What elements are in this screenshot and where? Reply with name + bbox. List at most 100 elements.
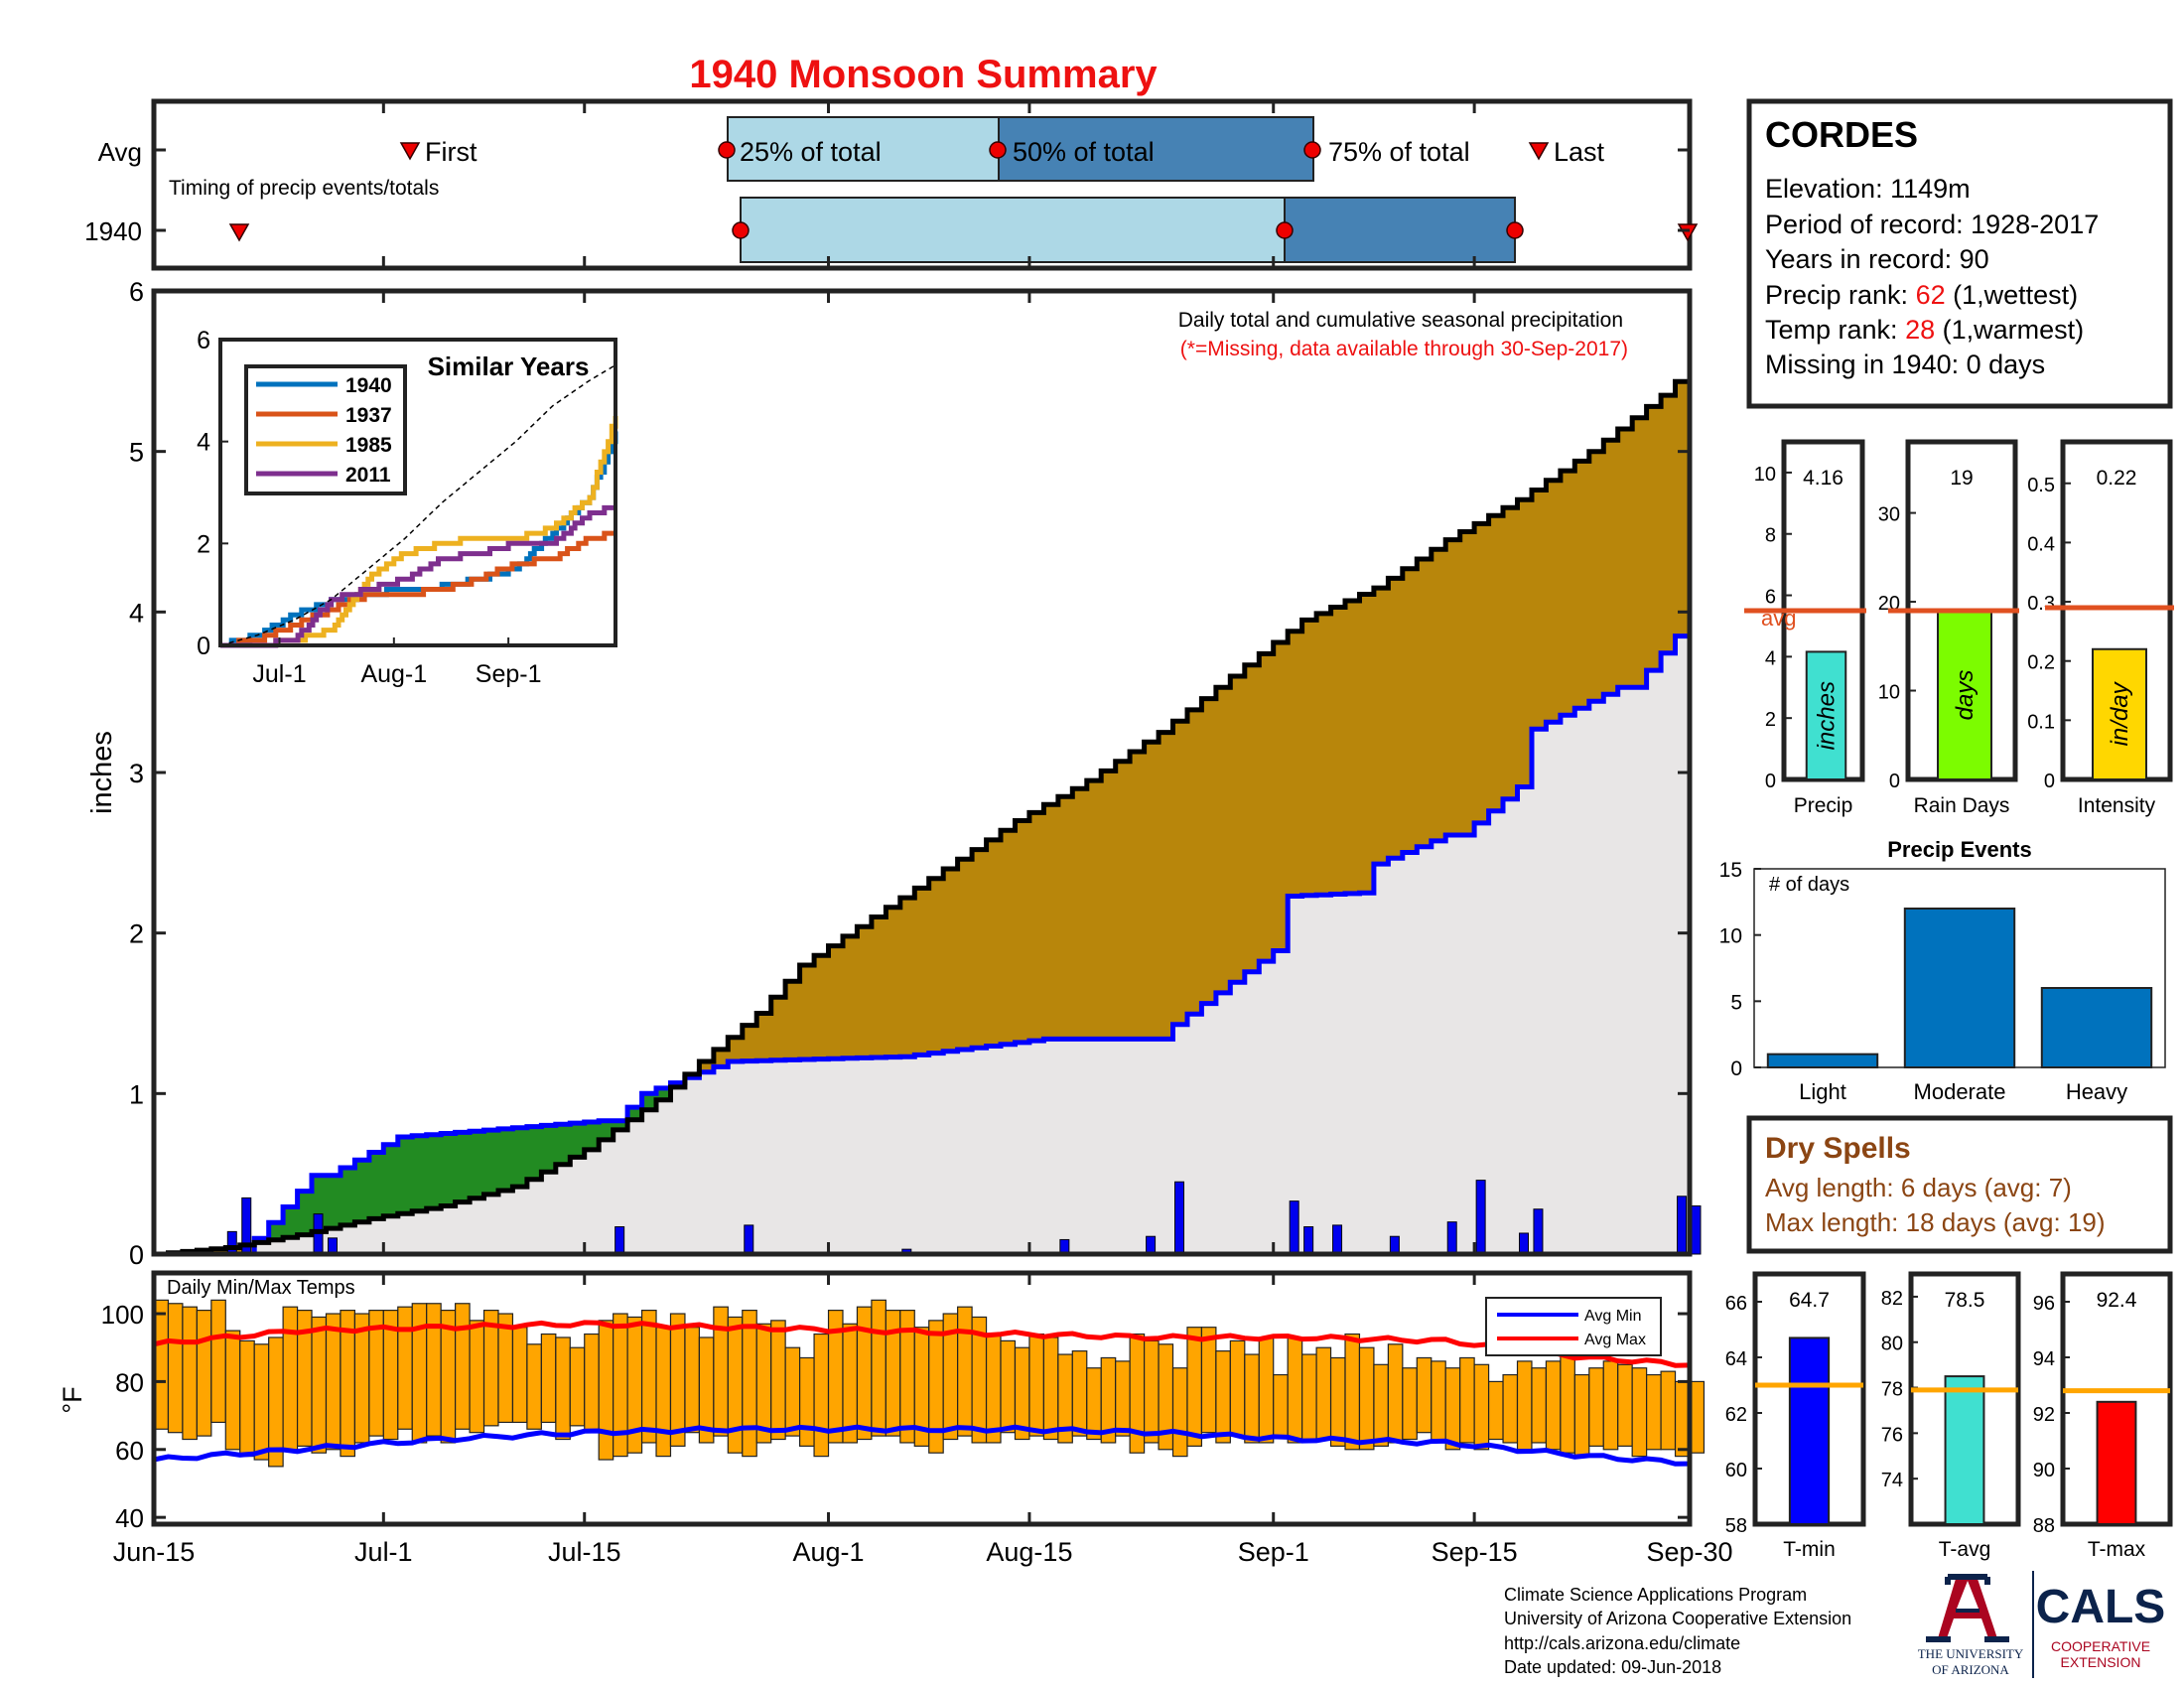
- daily-temp-bar: [1215, 1350, 1231, 1444]
- daily-temp-bar: [1617, 1363, 1633, 1447]
- temp-summary-y-tick-label: 96: [2033, 1293, 2055, 1315]
- daily-temp-bar: [1071, 1350, 1088, 1437]
- daily-precip-bar: [614, 1226, 625, 1255]
- summary-bar-1: [1937, 610, 1992, 780]
- summary-y-tick-label: 0.5: [2027, 475, 2055, 496]
- summary-category-label: Precip: [1794, 794, 1853, 817]
- daily-temp-bar: [1531, 1367, 1548, 1444]
- logo-univ-2: OF ARIZONA: [1932, 1662, 2009, 1677]
- daily-temp-bar: [426, 1303, 442, 1437]
- summary-bar-2: [2092, 647, 2147, 780]
- station-elevation: Elevation: 1149m: [1765, 174, 1971, 204]
- events-y-label: # of days: [1769, 874, 1849, 896]
- summary-y-tick-label: 0.3: [2027, 593, 2055, 615]
- summary-y-tick-label: 2: [1765, 709, 1776, 731]
- temp-summary-y-tick-label: 64: [1725, 1348, 1747, 1370]
- daily-temp-bar: [742, 1310, 757, 1458]
- daily-temp-bar: [1171, 1367, 1188, 1458]
- event-bar-light: [1766, 1053, 1879, 1068]
- figure-title: 1940 Monsoon Summary: [689, 53, 1158, 96]
- avg-25-50-bar: [727, 116, 1000, 182]
- summary-y-tick-label: 6: [1765, 587, 1776, 609]
- summary-y-tick-label: 0.2: [2027, 652, 2055, 674]
- avg-cumulative-line: [154, 588, 1693, 1257]
- summary-y-tick-label: 10: [1754, 464, 1776, 486]
- daily-temp-bar: [511, 1327, 528, 1424]
- daily-temp-bars: [153, 1299, 1706, 1468]
- temp-rank: Temp rank: 28 (1,warmest): [1765, 315, 2084, 345]
- daily-temp-bar: [1387, 1343, 1404, 1444]
- temp-summary-label: T-avg: [1939, 1538, 1991, 1561]
- daily-temp-bar: [985, 1333, 1002, 1444]
- daily-temp-bar: [497, 1313, 514, 1424]
- timing-ticks: [154, 148, 1690, 232]
- events-y-tick-label: 0: [1730, 1057, 1742, 1080]
- daily-precip-bar: [1691, 1205, 1702, 1255]
- daily-temp-bar: [1186, 1327, 1203, 1447]
- temp-summary-label: T-max: [2088, 1538, 2146, 1561]
- logo-coop-1: COOPERATIVE: [2051, 1638, 2150, 1654]
- daily-temp-bar: [224, 1330, 241, 1451]
- legend-label-2011: 2011: [345, 464, 391, 487]
- daily-temp-bar: [1329, 1356, 1346, 1447]
- daily-temp-bar: [469, 1320, 485, 1434]
- temp-summary-y-tick-label: 94: [2033, 1348, 2055, 1370]
- daily-temp-bar: [1444, 1367, 1461, 1451]
- inset-series-1937: [220, 530, 615, 648]
- temp-y-tick-label: 80: [115, 1367, 144, 1397]
- date-x-axis: Jun-15 Jul-1 Jul-15 Aug-1 Aug-15 Sep-1 Sep-15 S…: [113, 101, 1733, 1567]
- daily-precip-bar: [226, 1230, 237, 1255]
- inset-series-1985: [220, 416, 618, 648]
- summary-y-tick-label: 0: [2044, 771, 2055, 792]
- avg-first-marker: [399, 142, 421, 161]
- daily-precip-bar: [1519, 1232, 1530, 1255]
- inset-x-tick-label: Jul-1: [252, 660, 306, 688]
- temp-summary-value: 64.7: [1789, 1289, 1830, 1312]
- inset-ticks: 0 2 4 6 Jul-1 Aug-1 Sep-1: [197, 327, 541, 688]
- daily-temp-bar: [1560, 1353, 1575, 1454]
- y-tick-label: 3: [129, 759, 144, 788]
- temp-chart: 40 60 80 100 Daily Min/Max Temps °F Avg Min…: [58, 1270, 1706, 1533]
- daily-precip-bar: [1677, 1196, 1688, 1255]
- daily-temp-bar: [1646, 1373, 1662, 1451]
- y-tick-label: 1: [129, 1079, 144, 1109]
- precip-chart: 0 1 2 3 4 5 6 inches Daily total and cumulativ…: [86, 277, 1702, 1270]
- daily-temp-bar: [684, 1327, 701, 1434]
- summary-bar-unit: days: [1952, 670, 1979, 721]
- daily-temp-bar: [784, 1346, 801, 1437]
- daily-temp-bar: [167, 1303, 184, 1434]
- temp-summary-y-tick-label: 58: [1725, 1515, 1747, 1537]
- missing-note: (*=Missing, data available through 30-Se…: [1180, 338, 1628, 360]
- station-name: CORDES: [1765, 114, 1918, 155]
- daily-temp-bar: [210, 1299, 226, 1424]
- avg-50-75-bar: [998, 116, 1314, 182]
- legend-label-1937: 1937: [345, 404, 392, 427]
- daily-precip-bar: [1533, 1208, 1544, 1255]
- dry-spells-avg: Avg length: 6 days (avg: 7): [1765, 1173, 2072, 1202]
- inset-y-tick-label: 4: [197, 429, 210, 457]
- daily-temp-bar: [1143, 1339, 1160, 1444]
- daily-precip-bar: [1332, 1224, 1343, 1255]
- inset-lines: [219, 364, 618, 648]
- temp-summary-value: 78.5: [1945, 1289, 1985, 1312]
- year-p50-marker: [1276, 221, 1294, 239]
- summary-y-tick-label: 0: [1765, 771, 1776, 792]
- temp-summary-y-tick-label: 60: [1725, 1460, 1747, 1481]
- temp-y-tick-label: 100: [101, 1300, 144, 1330]
- summary-value-label: 4.16: [1803, 467, 1843, 490]
- year-25-50-bar: [740, 197, 1286, 263]
- daily-temp-bar: [1315, 1346, 1332, 1441]
- season-summary-charts: 0246810inches4.16Precip0102030days19Rain…: [1744, 439, 2174, 817]
- logo-cals: CALS: [2036, 1581, 2166, 1633]
- event-category-label: Light: [1799, 1079, 1846, 1104]
- timing-row-year-label: 1940: [84, 216, 142, 246]
- avg-min-line: [153, 1424, 1691, 1467]
- temp-summary-y-tick-label: 62: [1725, 1404, 1747, 1426]
- temp-summary-y-tick-label: 74: [1881, 1470, 1903, 1491]
- events-y-tick-label: 5: [1730, 991, 1742, 1014]
- daily-temp-bar: [569, 1346, 586, 1427]
- daily-temp-bar: [1115, 1360, 1131, 1437]
- y-tick-label: 6: [129, 277, 144, 307]
